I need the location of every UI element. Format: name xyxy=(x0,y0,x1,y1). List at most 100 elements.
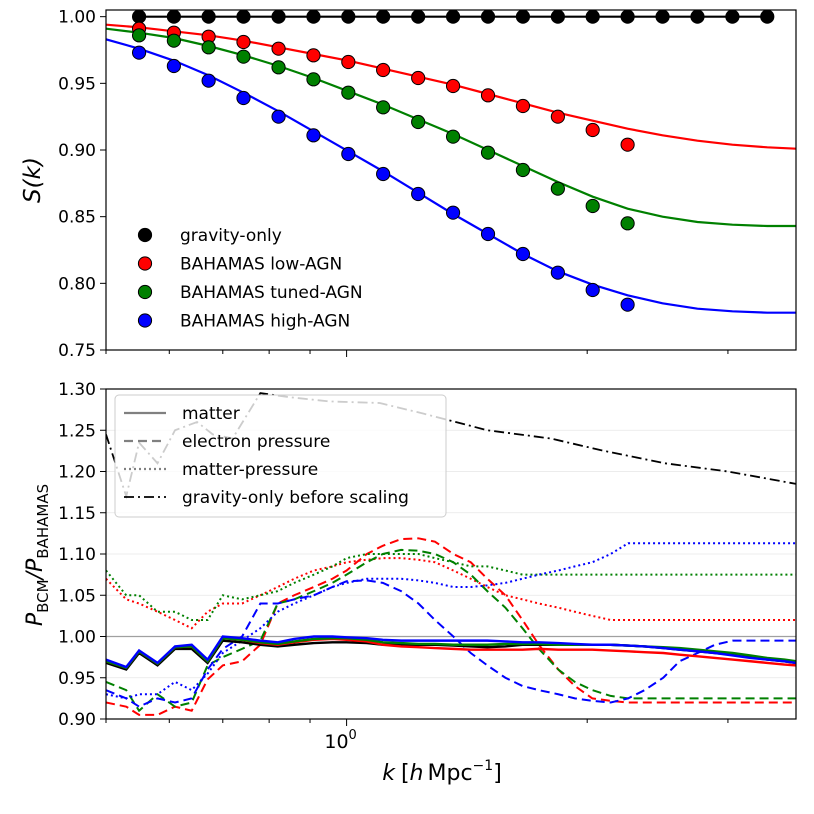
bottom-y-axis-label: PBCM/PBAHAMAS xyxy=(23,484,52,626)
data-point xyxy=(341,85,356,100)
data-point xyxy=(725,10,740,24)
matter-pressure-line-1 xyxy=(106,557,796,630)
xlabel-unit: Mpc xyxy=(428,761,473,786)
data-point xyxy=(306,10,321,24)
bottom-panel: 0.900.951.001.051.101.151.201.251.30100 … xyxy=(23,380,797,786)
data-point xyxy=(550,181,565,196)
top-axes: 0.75 0.80 0.85 0.90 0.95 1.00 xyxy=(58,8,797,361)
ylabel-sub-bcm: BCM xyxy=(34,579,52,612)
data-point xyxy=(585,198,600,214)
data-point xyxy=(271,60,286,75)
data-point xyxy=(585,10,600,24)
bottom-legend: matter electron pressure matter-pressure gr… xyxy=(114,394,447,518)
bottom-ytick-label: 1.25 xyxy=(58,421,96,441)
data-point xyxy=(236,34,251,50)
legend-marker xyxy=(137,313,153,328)
data-point xyxy=(550,265,565,280)
top-ytick-label: 0.75 xyxy=(58,341,96,361)
legend-label: BAHAMAS high-AGN xyxy=(180,312,350,332)
data-point xyxy=(585,282,600,298)
data-point xyxy=(131,10,147,24)
bottom-legend-box xyxy=(114,394,447,518)
data-point xyxy=(480,226,496,242)
data-point xyxy=(236,90,251,106)
top-legend: gravity-only BAHAMAS low-AGN BAHAMAS tuned… xyxy=(137,226,363,332)
data-point xyxy=(236,10,251,24)
legend-label: gravity-only xyxy=(180,226,282,246)
data-point xyxy=(445,10,461,24)
bottom-ytick-label: 0.90 xyxy=(58,710,96,730)
data-point xyxy=(166,58,181,74)
data-point xyxy=(376,10,391,24)
data-point xyxy=(445,205,461,220)
data-point xyxy=(306,72,321,87)
electron-pressure-line-2 xyxy=(106,548,796,713)
bottom-ytick-label: 1.20 xyxy=(58,463,96,483)
data-point xyxy=(201,73,216,88)
ylabel-sep: /P xyxy=(23,558,48,581)
bottom-xtick-label: 100 xyxy=(324,728,356,753)
bottom-ytick-label: 1.10 xyxy=(58,545,96,565)
data-point xyxy=(166,33,181,48)
data-point xyxy=(620,10,635,24)
x-axis-label: k [h Mpc−1] xyxy=(382,758,502,786)
data-point xyxy=(445,78,461,94)
top-ytick-label: 0.85 xyxy=(58,208,96,228)
data-point xyxy=(271,10,286,24)
ylabel-text: S(k) xyxy=(20,157,46,203)
data-point xyxy=(341,146,356,162)
data-point xyxy=(515,10,531,24)
ylabel-sub-bahamas: BAHAMAS xyxy=(34,484,52,559)
bottom-ytick-label: 1.00 xyxy=(58,628,96,648)
top-panel: 0.75 0.80 0.85 0.90 0.95 1.00 gravity-only BAH… xyxy=(20,8,797,361)
top-ytick-label: 0.90 xyxy=(58,141,96,161)
top-axes-frame xyxy=(105,9,797,351)
electron-pressure-line-3 xyxy=(106,579,796,708)
data-point xyxy=(585,122,600,138)
data-point xyxy=(445,129,461,144)
data-point xyxy=(376,100,391,115)
data-point xyxy=(690,10,705,24)
matter-line-1 xyxy=(106,636,796,670)
data-point xyxy=(306,48,321,63)
xlabel-exponent: −1 xyxy=(473,758,494,774)
data-point xyxy=(271,109,286,124)
bottom-ytick-label: 1.05 xyxy=(58,586,96,606)
data-point xyxy=(236,49,251,64)
legend-marker xyxy=(137,227,153,243)
data-point xyxy=(411,70,426,86)
electron-pressure-line-1 xyxy=(106,537,796,716)
data-point xyxy=(620,216,635,231)
legend-marker xyxy=(137,284,153,300)
xlabel-bracket-open: [ xyxy=(401,761,410,786)
top-y-axis-label: S(k) xyxy=(20,157,46,203)
xlabel-h: h xyxy=(410,761,424,786)
data-point xyxy=(376,166,391,182)
legend-label: matter xyxy=(182,404,240,424)
data-point xyxy=(480,145,496,160)
data-point xyxy=(201,40,216,55)
data-point xyxy=(306,128,321,143)
matter-line-3 xyxy=(106,635,796,669)
bottom-axes: 0.90 0.95 1.00 1.05 1.10 1.15 1.20 1.25 1.30 100 xyxy=(58,380,797,753)
data-point xyxy=(515,98,531,114)
data-point xyxy=(201,10,216,24)
data-point xyxy=(620,297,635,312)
data-point xyxy=(131,28,147,43)
data-point xyxy=(271,41,286,56)
data-point xyxy=(480,10,496,24)
matter-pressure-line-3 xyxy=(106,542,796,700)
data-point xyxy=(550,10,565,24)
data-point xyxy=(166,10,181,24)
top-ytick-label: 0.80 xyxy=(58,274,96,294)
data-point xyxy=(411,10,426,24)
legend-label: gravity-only before scaling xyxy=(182,488,409,508)
data-point xyxy=(411,186,426,202)
xlabel-k: k xyxy=(382,761,396,786)
data-point xyxy=(550,109,565,124)
xtick-base: 10 xyxy=(324,731,348,753)
data-point xyxy=(341,10,356,24)
xtick-exponent: 0 xyxy=(349,728,357,743)
bottom-ytick-label: 1.30 xyxy=(58,380,96,400)
